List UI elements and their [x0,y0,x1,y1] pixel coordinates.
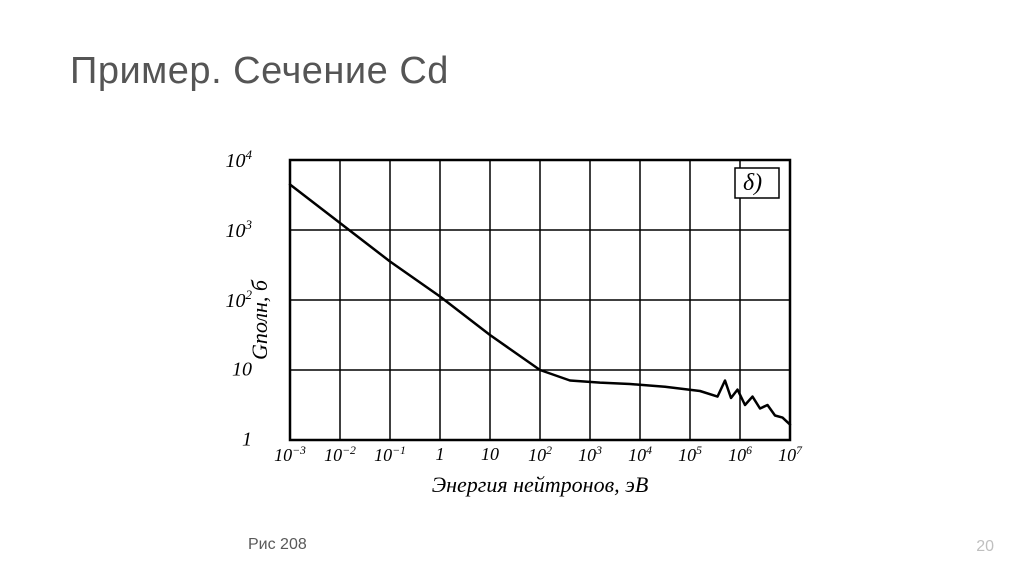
y-tick: 103 [212,217,252,243]
x-tick: 10 [470,444,510,526]
cross-section-chart: Gполн, б Энергия нейтронов, эВ 110102103… [260,140,820,500]
y-tick: 10 [212,359,252,382]
x-tick: 102 [520,444,560,526]
y-tick: 1 [212,429,252,452]
x-tick: 103 [570,444,610,526]
x-tick: 10−3 [270,444,310,526]
panel-label: δ) [743,170,762,197]
x-tick: 105 [670,444,710,526]
x-tick: 106 [720,444,760,526]
x-tick: 107 [770,444,810,526]
x-tick: 10−2 [320,444,360,526]
page-number: 20 [976,538,994,556]
x-tick: 104 [620,444,660,526]
page-title: Пример. Сечение Cd [70,50,449,93]
slide: Пример. Сечение Cd Gполн, б Энергия нейт… [0,0,1024,574]
y-tick: 104 [212,147,252,173]
y-tick: 102 [212,287,252,313]
x-tick: 1 [420,444,460,526]
x-tick: 10−1 [370,444,410,526]
figure-caption: Рис 208 [248,536,307,554]
